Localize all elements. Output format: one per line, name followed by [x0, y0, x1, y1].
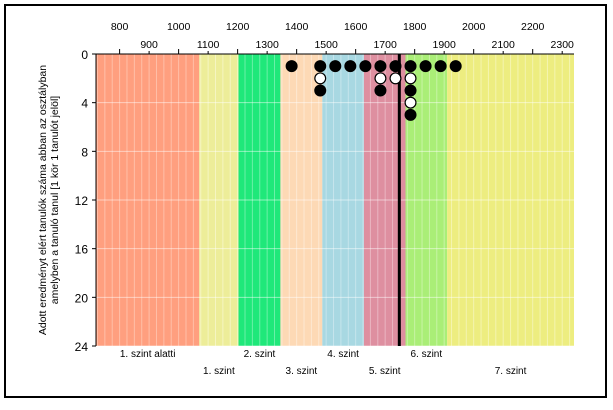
- open-point: [314, 72, 327, 85]
- x-tick-label: 1100: [197, 39, 220, 51]
- x-tick-label: 2300: [551, 39, 575, 51]
- level-label: 3. szint: [286, 366, 318, 377]
- level-label: 4. szint: [327, 349, 359, 360]
- filled-point: [374, 84, 387, 97]
- x-tick-labels: 800 1000 1200 1400 1600 1800 2000 2200 900 1100 13…: [111, 21, 574, 54]
- x-tick-label: 1600: [344, 21, 368, 33]
- filled-point: [404, 84, 417, 97]
- y-axis-label-line1: Adott eredményt elért tanulók száma abba…: [37, 65, 49, 335]
- x-tick-label: 800: [111, 21, 129, 33]
- filled-point: [359, 60, 372, 73]
- open-point: [404, 96, 417, 109]
- x-tick-label: 1700: [373, 39, 397, 51]
- level-label: 5. szint: [369, 366, 401, 377]
- open-point: [374, 72, 387, 85]
- filled-point: [449, 60, 462, 73]
- filled-point: [404, 108, 417, 121]
- y-tick-label: 0: [81, 48, 88, 62]
- filled-point: [404, 60, 417, 73]
- filled-point: [434, 60, 447, 73]
- x-tick-label: 2100: [492, 39, 516, 51]
- x-tick-label: 2000: [462, 21, 486, 33]
- y-tick-label: 16: [75, 243, 89, 257]
- x-tick-label: 2200: [521, 21, 545, 33]
- filled-point: [344, 60, 357, 73]
- data-points: [285, 60, 462, 121]
- level-label: 1. szint: [203, 366, 235, 377]
- x-tick-label: 900: [140, 39, 158, 51]
- filled-point: [419, 60, 432, 73]
- filled-point: [285, 60, 298, 73]
- open-point: [404, 72, 417, 85]
- y-axis-label-line2: amelyben a tanuló tanul [1 kör 1 tanulót…: [49, 96, 61, 304]
- open-point: [389, 72, 402, 85]
- filled-point: [374, 60, 387, 73]
- y-tick-label: 24: [75, 340, 89, 354]
- level-label: 6. szint: [410, 349, 442, 360]
- x-tick-label: 1500: [314, 39, 338, 51]
- filled-point: [389, 60, 402, 73]
- level-labels: 1. szint alatti 1. szint 2. szint 3. szint 4…: [120, 349, 527, 377]
- level-label: 7. szint: [495, 366, 527, 377]
- x-tick-label: 1900: [432, 39, 456, 51]
- filled-point: [329, 60, 342, 73]
- y-tick-labels: 0 4 8 12 16 20 24: [75, 48, 96, 354]
- level-label: 2. szint: [244, 349, 276, 360]
- y-tick-label: 12: [75, 194, 89, 208]
- x-tick-label: 1200: [226, 21, 250, 33]
- filled-point: [314, 84, 327, 97]
- x-tick-label: 1400: [285, 21, 309, 33]
- x-tick-label: 1800: [403, 21, 427, 33]
- x-tick-label: 1000: [167, 21, 191, 33]
- filled-point: [314, 60, 327, 73]
- x-tick-label: 1300: [255, 39, 279, 51]
- level-label: 1. szint alatti: [120, 349, 176, 360]
- y-tick-label: 4: [81, 97, 88, 111]
- y-tick-label: 20: [75, 291, 89, 305]
- y-tick-label: 8: [81, 145, 88, 159]
